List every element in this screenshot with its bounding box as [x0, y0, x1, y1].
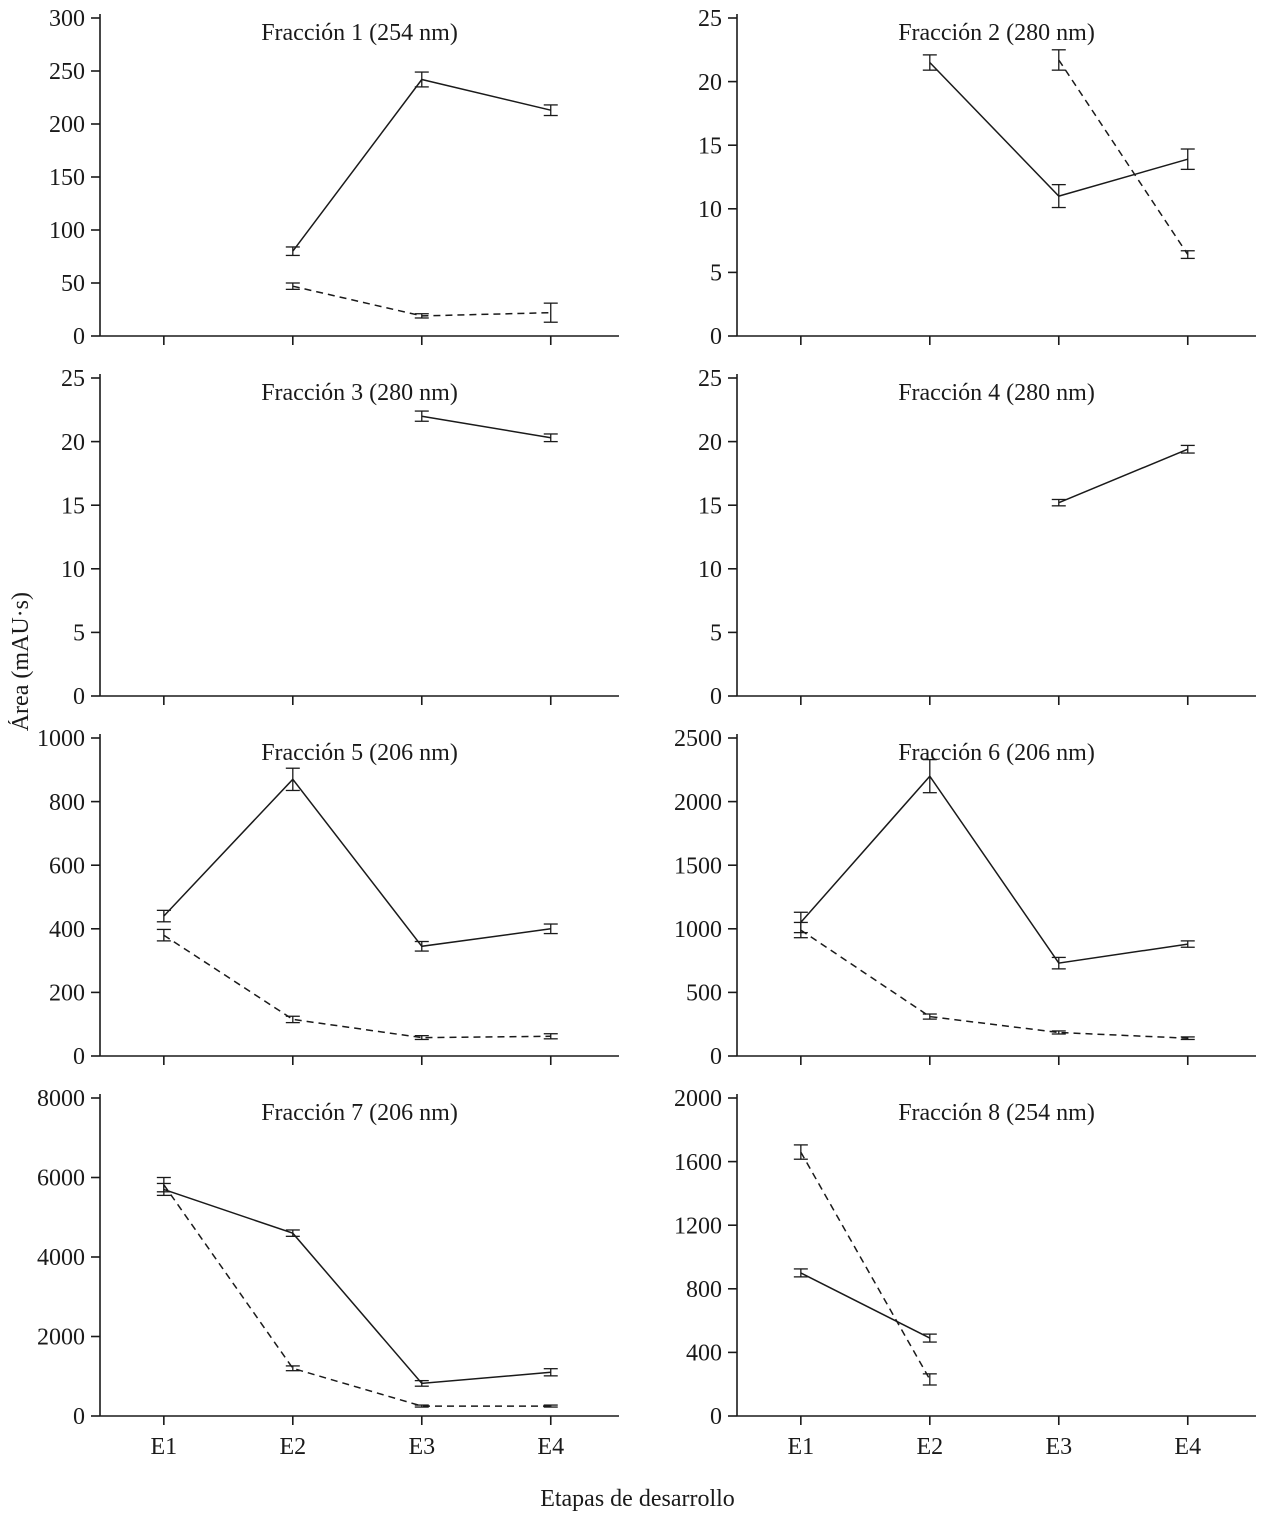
y-tick-label: 2000	[674, 790, 722, 816]
y-tick-label: 5	[710, 621, 722, 647]
chart-panel-fraccion-2: Fracción 2 (280 nm) 0 5 10 15 20 25	[637, 6, 1275, 366]
x-tick-label: E2	[279, 1434, 306, 1460]
dashed-line-series	[163, 1184, 551, 1407]
chart-title: Fracción 7 (206 nm)	[261, 1100, 458, 1126]
y-tick-label: 25	[698, 366, 722, 392]
dashed-line-series	[292, 285, 551, 317]
y-tick-label: 800	[686, 1277, 722, 1303]
y-tick-label: 250	[49, 59, 85, 85]
line-chart-svg: 0 5 10 15 20 25	[698, 6, 1256, 350]
y-tick-label: 300	[49, 6, 85, 32]
line-chart-svg: 0 500 1000 1500 2000 2500	[674, 726, 1256, 1070]
y-tick-label: 0	[73, 324, 85, 350]
y-tick-label: 10	[698, 557, 722, 583]
solid-line-series	[421, 415, 551, 439]
y-tick-label: 25	[698, 6, 722, 32]
solid-line-series	[800, 774, 1188, 964]
chart-panel-fraccion-6: Fracción 6 (206 nm) 0 500 1000 1500 2000 2500	[637, 726, 1275, 1086]
chart-panel-fraccion-1: Fracción 1 (254 nm) 0 50 100 150 200 250 300	[0, 6, 637, 366]
y-tick-label: 0	[710, 684, 722, 710]
y-tick-label: 20	[698, 70, 722, 96]
solid-line-series	[292, 78, 551, 252]
y-tick-label: 1000	[674, 917, 722, 943]
line-chart-svg: 0 200 400 600 800 1000	[37, 726, 619, 1070]
dashed-line-series	[163, 934, 551, 1039]
x-tick-label: E3	[1045, 1434, 1072, 1460]
y-tick-label: 6000	[37, 1166, 85, 1192]
y-tick-label: 400	[686, 1341, 722, 1367]
line-chart-svg: 0 5 10 15 20 25	[698, 366, 1256, 710]
y-tick-label: 0	[73, 1044, 85, 1070]
y-tick-label: 600	[49, 853, 85, 879]
chart-panel-fraccion-7: Fracción 7 (206 nm) 0 2000 4000 6000 8000 E1 E…	[0, 1086, 637, 1484]
y-tick-label: 1500	[674, 853, 722, 879]
y-tick-label: 400	[49, 917, 85, 943]
y-tick-label: 150	[49, 165, 85, 191]
y-tick-label: 2000	[674, 1086, 722, 1112]
solid-line-series	[163, 778, 551, 948]
x-tick-label: E1	[788, 1434, 815, 1460]
dashed-line-series	[800, 929, 1188, 1039]
y-tick-label: 1000	[37, 726, 85, 752]
y-tick-label: 800	[49, 790, 85, 816]
chart-title: Fracción 6 (206 nm)	[898, 740, 1095, 766]
y-tick-label: 500	[686, 981, 722, 1007]
chart-title: Fracción 4 (280 nm)	[898, 380, 1095, 406]
y-tick-label: 15	[61, 493, 85, 519]
y-tick-label: 0	[73, 1404, 85, 1430]
y-tick-label: 1200	[674, 1213, 722, 1239]
line-chart-svg: 0 2000 4000 6000 8000 E1 E2 E3 E4	[37, 1086, 619, 1460]
y-tick-label: 0	[73, 684, 85, 710]
chart-panel-fraccion-5: Fracción 5 (206 nm) 0 200 400 600 800 1000	[0, 726, 637, 1086]
chart-title: Fracción 5 (206 nm)	[261, 740, 458, 766]
chart-title: Fracción 1 (254 nm)	[261, 20, 458, 46]
chart-title: Fracción 8 (254 nm)	[898, 1100, 1095, 1126]
x-axis-label: Etapas de desarrollo	[540, 1486, 735, 1512]
y-tick-label: 10	[698, 197, 722, 223]
x-tick-label: E4	[537, 1434, 564, 1460]
solid-line-series	[1058, 448, 1189, 504]
y-tick-label: 4000	[37, 1245, 85, 1271]
y-tick-label: 200	[49, 112, 85, 138]
x-tick-label: E2	[916, 1434, 943, 1460]
dashed-line-series	[1058, 59, 1189, 256]
y-tick-label: 2500	[674, 726, 722, 752]
y-tick-label: 0	[710, 324, 722, 350]
line-chart-svg: 0 5 10 15 20 25	[61, 366, 619, 710]
solid-line-series	[800, 1272, 931, 1339]
x-tick-label: E1	[151, 1434, 178, 1460]
chart-title: Fracción 2 (280 nm)	[898, 20, 1095, 46]
x-tick-label: E3	[408, 1434, 435, 1460]
y-tick-label: 50	[61, 271, 85, 297]
y-tick-label: 25	[61, 366, 85, 392]
y-tick-label: 5	[73, 621, 85, 647]
y-tick-label: 0	[710, 1404, 722, 1430]
y-tick-label: 5	[710, 261, 722, 287]
line-chart-svg: 0 400 800 1200 1600 2000 E1 E2 E3 E4	[674, 1086, 1256, 1460]
chart-panel-fraccion-8: Fracción 8 (254 nm) 0 400 800 1200 1600 2000 E…	[637, 1086, 1275, 1484]
solid-line-series	[929, 61, 1189, 197]
x-tick-label: E4	[1174, 1434, 1201, 1460]
y-tick-label: 1600	[674, 1150, 722, 1176]
charts-grid: Fracción 1 (254 nm) 0 50 100 150 200 250 300 F…	[0, 6, 1275, 1484]
y-tick-label: 100	[49, 218, 85, 244]
line-chart-svg: 0 50 100 150 200 250 300	[49, 6, 619, 350]
y-tick-label: 20	[698, 430, 722, 456]
y-tick-label: 10	[61, 557, 85, 583]
chart-title: Fracción 3 (280 nm)	[261, 380, 458, 406]
y-tick-label: 20	[61, 430, 85, 456]
y-tick-label: 2000	[37, 1325, 85, 1351]
y-tick-label: 15	[698, 493, 722, 519]
solid-line-series	[163, 1188, 551, 1385]
chart-panel-fraccion-3: Fracción 3 (280 nm) 0 5 10 15 20 25	[0, 366, 637, 726]
y-tick-label: 15	[698, 133, 722, 159]
y-tick-label: 0	[710, 1044, 722, 1070]
chart-panel-fraccion-4: Fracción 4 (280 nm) 0 5 10 15 20 25	[637, 366, 1275, 726]
y-tick-label: 200	[49, 981, 85, 1007]
dashed-line-series	[800, 1151, 931, 1380]
y-tick-label: 8000	[37, 1086, 85, 1112]
